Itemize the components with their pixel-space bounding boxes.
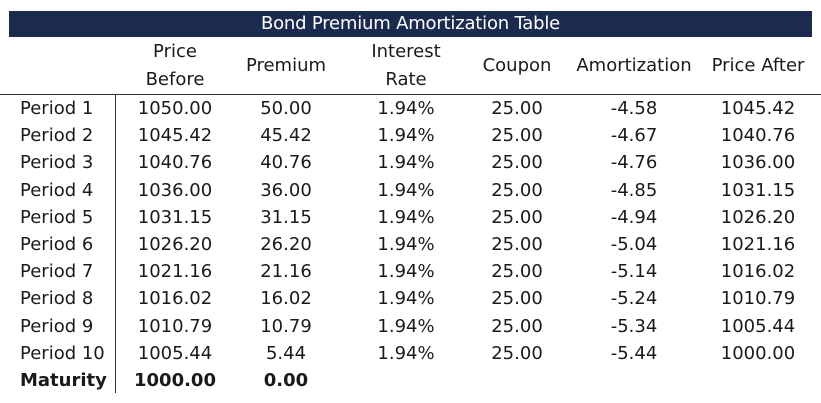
cell-coupon: 25.00	[491, 125, 543, 147]
cell-premium: 31.15	[260, 206, 312, 228]
table-body: Period 1 1050.00 50.00 1.94% 25.00 -4.58 1045.…	[0, 95, 821, 394]
cell-price-after: 1010.79	[720, 288, 796, 310]
cell-price-before: 1031.15	[137, 206, 213, 228]
cell-price-before: 1000.00	[134, 369, 216, 391]
header-interest-rate: Interest Rate	[371, 41, 441, 90]
table-row: Period 2 1045.42 45.42 1.94% 25.00 -4.67 1040.…	[0, 122, 821, 149]
table-row: Period 6 1026.20 26.20 1.94% 25.00 -5.04 1021.…	[0, 231, 821, 258]
table-row: Period 3 1040.76 40.76 1.94% 25.00 -4.76 1036.…	[0, 149, 821, 176]
cell-price-after: 1005.44	[720, 315, 796, 337]
cell-price-after: 1021.16	[720, 233, 796, 255]
table-row: Period 9 1010.79 10.79 1.94% 25.00 -5.34 1005.…	[0, 313, 821, 340]
row-label: Period 2	[20, 125, 94, 147]
cell-interest-rate: 1.94%	[377, 98, 435, 119]
cell-premium: 40.76	[260, 152, 312, 174]
cell-coupon: 25.00	[491, 261, 543, 283]
cell-interest-rate: 1.94%	[377, 315, 435, 337]
cell-interest-rate: 1.94%	[377, 288, 435, 310]
cell-premium: 16.02	[260, 288, 312, 310]
header-price-before: Price Before	[145, 41, 205, 90]
cell-coupon: 25.00	[491, 206, 543, 228]
header-coupon: Coupon	[482, 55, 552, 76]
cell-price-before: 1021.16	[137, 261, 213, 283]
cell-price-after: 1026.20	[720, 206, 796, 228]
cell-premium: 5.44	[265, 342, 307, 364]
cell-price-after: 1031.15	[720, 179, 796, 201]
cell-premium: 36.00	[260, 179, 312, 201]
cell-interest-rate: 1.94%	[377, 152, 435, 174]
cell-coupon: 25.00	[491, 152, 543, 174]
row-label-divider	[115, 94, 116, 393]
cell-amortization: -5.04	[610, 233, 658, 255]
row-label: Period 6	[20, 233, 94, 255]
cell-amortization: -4.94	[610, 206, 658, 228]
cell-amortization: -4.85	[610, 179, 658, 201]
cell-price-after: 1036.00	[720, 152, 796, 174]
header-price-after: Price After	[711, 55, 805, 76]
table-row: Period 7 1021.16 21.16 1.94% 25.00 -5.14 1016.…	[0, 258, 821, 285]
cell-price-after: 1016.02	[720, 261, 796, 283]
cell-premium: 45.42	[260, 125, 312, 147]
row-label: Period 10	[20, 342, 105, 364]
cell-price-before: 1016.02	[137, 288, 213, 310]
table-row: Period 10 1005.44 5.44 1.94% 25.00 -5.44 1000.…	[0, 340, 821, 367]
row-label: Maturity	[20, 369, 107, 391]
cell-price-before: 1010.79	[137, 315, 213, 337]
cell-interest-rate: 1.94%	[377, 342, 435, 364]
row-label: Period 3	[20, 152, 94, 174]
table-row: Period 4 1036.00 36.00 1.94% 25.00 -4.85 1031.…	[0, 177, 821, 204]
cell-premium: 26.20	[260, 233, 312, 255]
cell-price-before: 1045.42	[137, 125, 213, 147]
header-amortization: Amortization	[576, 55, 692, 76]
table-header: Price Before Premium Interest Rate Coupo…	[0, 38, 821, 95]
cell-amortization: -5.24	[610, 288, 658, 310]
cell-interest-rate: 1.94%	[377, 125, 435, 147]
cell-coupon: 25.00	[491, 98, 543, 119]
cell-price-before: 1026.20	[137, 233, 213, 255]
table-row: Period 5 1031.15 31.15 1.94% 25.00 -4.94 1026.…	[0, 204, 821, 231]
maturity-row: Maturity 1000.00 0.00	[0, 367, 821, 394]
table-row: Period 8 1016.02 16.02 1.94% 25.00 -5.24 1010.…	[0, 285, 821, 312]
row-label: Period 7	[20, 261, 94, 283]
row-label: Period 9	[20, 315, 94, 337]
row-label: Period 4	[20, 179, 94, 201]
cell-coupon: 25.00	[491, 233, 543, 255]
cell-premium: 10.79	[260, 315, 312, 337]
cell-amortization: -4.67	[610, 125, 658, 147]
cell-price-after: 1045.42	[720, 98, 796, 119]
cell-amortization: -5.14	[610, 261, 658, 283]
table-row: Period 1 1050.00 50.00 1.94% 25.00 -4.58 1045.…	[0, 95, 821, 122]
row-label: Period 8	[20, 288, 94, 310]
cell-price-before: 1050.00	[137, 98, 213, 119]
cell-interest-rate: 1.94%	[377, 261, 435, 283]
cell-coupon: 25.00	[491, 342, 543, 364]
cell-premium: 21.16	[260, 261, 312, 283]
cell-coupon: 25.00	[491, 179, 543, 201]
cell-amortization: -4.76	[610, 152, 658, 174]
cell-price-after: 1000.00	[720, 342, 796, 364]
cell-amortization: -5.34	[610, 315, 658, 337]
row-label: Period 5	[20, 206, 94, 228]
cell-premium: 0.00	[263, 369, 309, 391]
cell-interest-rate: 1.94%	[377, 233, 435, 255]
cell-coupon: 25.00	[491, 315, 543, 337]
table-title: Bond Premium Amortization Table	[9, 11, 812, 37]
cell-price-before: 1036.00	[137, 179, 213, 201]
cell-price-after: 1040.76	[720, 125, 796, 147]
row-label: Period 1	[20, 98, 94, 119]
cell-amortization: -4.58	[610, 98, 658, 119]
cell-price-before: 1040.76	[137, 152, 213, 174]
header-premium: Premium	[245, 55, 327, 76]
cell-amortization: -5.44	[610, 342, 658, 364]
cell-price-before: 1005.44	[137, 342, 213, 364]
cell-interest-rate: 1.94%	[377, 179, 435, 201]
cell-premium: 50.00	[260, 98, 312, 119]
cell-coupon: 25.00	[491, 288, 543, 310]
cell-interest-rate: 1.94%	[377, 206, 435, 228]
